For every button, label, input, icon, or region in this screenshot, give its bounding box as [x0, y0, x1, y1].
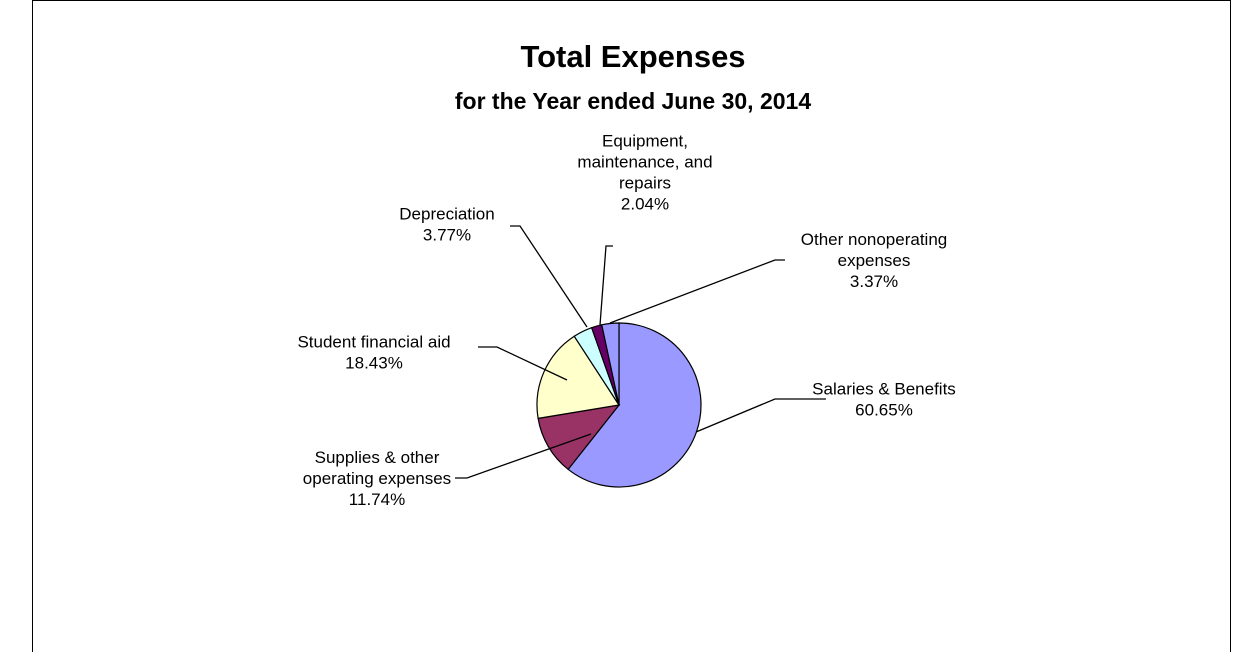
slice-label: Depreciation 3.77%: [399, 205, 494, 245]
slice-label: Supplies & other operating expenses 11.74%: [303, 448, 451, 509]
leader-line: [599, 245, 613, 326]
leader-line: [695, 398, 826, 433]
pie-slice: [536, 335, 621, 420]
slice-labels: Salaries & Benefits 60.65% Supplies & othe…: [297, 132, 955, 510]
chart-subtitle: for the Year ended June 30, 2014: [455, 88, 811, 114]
pie-slice: [537, 404, 621, 471]
chart-title: Total Expenses: [520, 39, 745, 74]
pie-slices: [536, 322, 702, 488]
leader-line: [510, 225, 588, 328]
leader-line: [609, 259, 785, 324]
leader-line: [455, 433, 592, 479]
leader-lines: [455, 225, 826, 479]
slice-label: Other nonoperating expenses 3.37%: [801, 230, 948, 291]
slice-label: Student financial aid 18.43%: [297, 333, 450, 373]
leader-line: [478, 346, 568, 381]
slice-label: Equipment, maintenance, and repairs 2.04%: [577, 132, 712, 214]
slice-label: Salaries & Benefits 60.65%: [812, 380, 956, 420]
